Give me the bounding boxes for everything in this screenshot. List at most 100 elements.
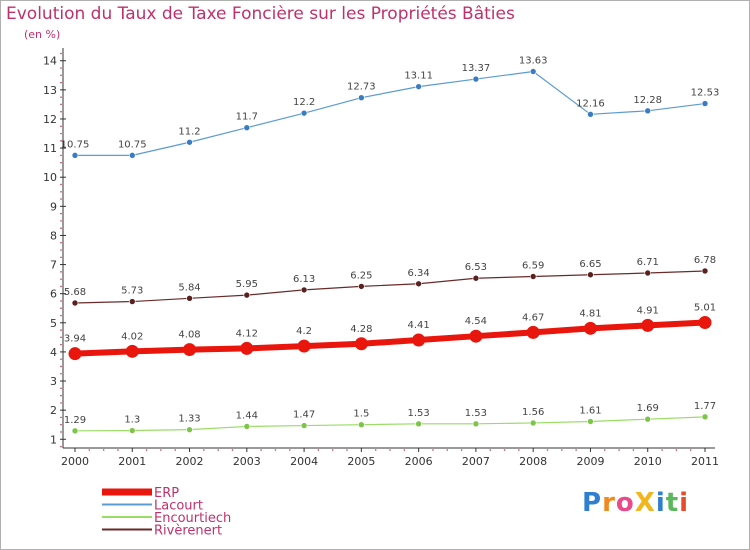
data-label-lacourt: 10.75	[61, 139, 90, 150]
data-point-lacourt	[128, 152, 136, 159]
x-tick-label: 2009	[576, 455, 604, 468]
y-minor-tick	[60, 256, 62, 259]
x-minor-tick	[288, 449, 291, 451]
data-point-erp	[412, 333, 426, 347]
data-point-riv-renert	[71, 299, 79, 307]
data-point-riv-renert	[358, 283, 365, 290]
y-minor-tick	[60, 169, 62, 171]
data-label-riv-renert: 6.71	[637, 257, 659, 268]
x-minor-tick	[503, 449, 506, 451]
y-tick-label: 11	[43, 142, 57, 155]
logo-letter: o	[615, 488, 635, 518]
x-minor-tick	[231, 449, 234, 451]
data-point-erp	[183, 343, 197, 357]
x-minor-tick	[260, 449, 262, 451]
data-label-erp: 4.02	[121, 331, 143, 342]
x-tick-label: 2004	[290, 455, 318, 468]
y-minor-tick	[60, 336, 62, 339]
data-label-erp: 4.91	[637, 305, 659, 316]
logo-letter: i	[679, 488, 690, 518]
x-minor-tick	[217, 449, 219, 451]
x-tick-label: 2003	[233, 455, 261, 468]
data-point-erp	[354, 337, 368, 351]
y-minor-tick	[60, 161, 62, 164]
data-point-encourtiech	[415, 420, 422, 428]
data-label-riv-renert: 6.78	[694, 255, 716, 266]
data-point-lacourt	[71, 152, 79, 159]
data-point-riv-renert	[644, 269, 652, 277]
y-minor-tick	[60, 343, 62, 346]
data-label-riv-renert: 6.65	[579, 259, 601, 270]
logo-letter: r	[602, 488, 616, 518]
data-label-lacourt: 10.75	[118, 139, 147, 150]
x-minor-tick	[403, 449, 406, 451]
x-minor-tick	[203, 449, 205, 451]
x-minor-tick	[117, 449, 119, 451]
y-minor-tick	[60, 416, 62, 419]
x-minor-tick	[561, 449, 563, 451]
y-tick-label: 6	[50, 288, 57, 301]
y-minor-tick	[60, 220, 62, 222]
data-point-erp	[641, 318, 655, 332]
data-point-encourtiech	[243, 423, 251, 430]
data-point-erp	[240, 341, 254, 355]
y-minor-tick	[60, 241, 62, 244]
data-point-lacourt	[243, 124, 251, 132]
y-minor-tick	[60, 81, 62, 84]
data-label-erp: 4.2	[296, 326, 312, 337]
x-minor-tick	[689, 449, 692, 451]
y-minor-tick	[60, 74, 62, 77]
x-minor-tick	[174, 449, 177, 451]
data-point-encourtiech	[587, 418, 594, 425]
y-tick-label: 9	[50, 200, 57, 213]
data-point-encourtiech	[529, 419, 537, 427]
data-label-erp: 4.08	[178, 330, 200, 341]
data-point-erp	[125, 344, 139, 358]
y-minor-tick	[60, 110, 62, 113]
y-minor-tick	[60, 402, 62, 404]
y-minor-tick	[60, 183, 62, 186]
x-tick-label: 2007	[462, 455, 490, 468]
data-point-encourtiech	[644, 415, 652, 423]
y-minor-tick	[60, 190, 62, 193]
chart-title: Evolution du Taux de Taxe Foncière sur l…	[6, 4, 515, 24]
logo-letter: P	[582, 488, 603, 518]
series-line-erp	[72, 319, 708, 357]
legend-label-erp: ERP	[154, 486, 179, 501]
data-label-encourtiech: 1.5	[353, 409, 369, 420]
x-minor-tick	[346, 449, 348, 451]
y-tick-label: 3	[50, 375, 57, 388]
x-tick-label: 2002	[176, 455, 204, 468]
y-tick-label: 5	[50, 317, 57, 330]
data-label-riv-renert: 5.73	[121, 286, 143, 297]
y-tick-label: 14	[43, 55, 57, 68]
data-point-lacourt	[472, 75, 480, 83]
data-point-erp	[583, 321, 597, 335]
legend-label-riv-renert: Rivèrenert	[154, 524, 222, 539]
data-label-riv-renert: 6.34	[408, 268, 430, 279]
data-point-encourtiech	[128, 427, 136, 434]
data-label-encourtiech: 1.53	[408, 408, 430, 419]
data-point-encourtiech	[300, 422, 308, 429]
y-minor-tick	[60, 227, 62, 229]
x-minor-tick	[661, 449, 663, 451]
x-minor-tick	[489, 449, 492, 451]
data-point-lacourt	[300, 109, 308, 117]
data-label-lacourt: 13.37	[462, 63, 491, 74]
data-point-encourtiech	[186, 426, 193, 433]
data-point-lacourt	[186, 138, 193, 146]
data-label-lacourt: 12.28	[633, 95, 662, 106]
data-label-encourtiech: 1.53	[465, 408, 487, 419]
data-point-encourtiech	[71, 427, 79, 435]
y-minor-tick	[60, 394, 62, 397]
x-minor-tick	[603, 449, 606, 451]
x-tick-label: 2001	[118, 455, 146, 468]
data-label-lacourt: 13.63	[519, 56, 548, 67]
data-point-lacourt	[644, 107, 652, 115]
data-point-riv-renert	[300, 286, 308, 294]
x-tick-label: 2011	[691, 455, 719, 468]
y-tick-label: 10	[43, 171, 57, 184]
data-point-lacourt	[701, 100, 709, 107]
x-minor-tick	[102, 449, 105, 451]
